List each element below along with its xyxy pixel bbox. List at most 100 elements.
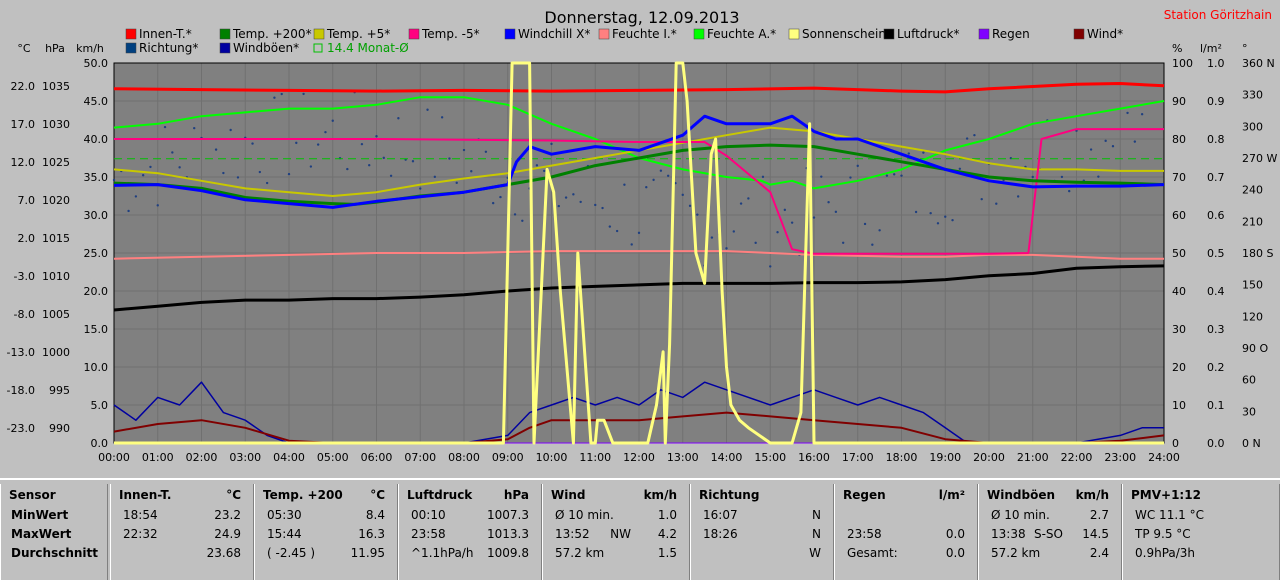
richtung-point: [280, 92, 283, 96]
x-tick-label: 19:00: [929, 451, 961, 464]
x-tick-label: 14:00: [711, 451, 743, 464]
x-tick-label: 10:00: [536, 451, 568, 464]
richtung-point: [178, 166, 181, 169]
richtung-point: [550, 142, 553, 146]
y-tick-label-percent: 100: [1172, 57, 1193, 70]
x-tick-label: 22:00: [1061, 451, 1093, 464]
table-header-title: Wind: [551, 488, 586, 502]
legend-entry: Temp. +5*: [326, 27, 390, 41]
richtung-point: [885, 174, 889, 177]
richtung-point: [951, 218, 954, 222]
axis-label-rain: l/m²: [1200, 42, 1222, 55]
x-tick-label: 23:00: [1104, 451, 1136, 464]
axis-label-percent: %: [1172, 42, 1182, 55]
table-cell: W: [809, 546, 821, 560]
richtung-point: [1016, 195, 1020, 198]
table-header: Regen l/m²: [835, 488, 977, 507]
table-row: 57.2 km 2.4: [979, 546, 1121, 565]
richtung-point: [273, 96, 276, 99]
table-row: 00:10 1007.3: [399, 508, 541, 527]
y-tick-label-kmh: 35.0: [84, 171, 109, 184]
richtung-point: [973, 133, 976, 137]
richtung-point: [564, 196, 568, 199]
y-tick-label-celsius: -13.0: [7, 346, 35, 359]
y-tick-label-direction: 180 S: [1242, 247, 1273, 260]
table-row: MaxWert: [1, 527, 107, 546]
richtung-point: [141, 174, 145, 177]
richtung-point: [849, 176, 852, 179]
table-header-unit: °C: [370, 488, 385, 502]
legend-entry: Windchill X*: [518, 27, 590, 41]
legend-entry: Innen-T.*: [139, 27, 192, 41]
table-header: PMV+1:12: [1123, 488, 1279, 507]
richtung-point: [499, 195, 502, 199]
richtung-point: [601, 206, 604, 210]
richtung-point: [878, 229, 881, 232]
richtung-point: [929, 211, 932, 215]
table-cell: 16.3: [358, 527, 385, 541]
richtung-point: [543, 169, 546, 173]
y-tick-label-hpa: 1005: [42, 308, 70, 321]
legend-swatch: [883, 28, 895, 40]
table-header-unit: l/m²: [938, 488, 965, 502]
legend-swatch: [504, 28, 516, 40]
richtung-point: [1111, 145, 1115, 148]
table-cell: 1009.8: [487, 546, 529, 560]
axis-label-direction: °: [1242, 42, 1248, 55]
y-tick-label-celsius: 12.0: [11, 156, 36, 169]
table-header-title: Innen-T.: [119, 488, 172, 502]
table-row: Gesamt: 0.0: [835, 546, 977, 565]
richtung-point: [630, 243, 633, 246]
y-tick-label-rain: 0.4: [1207, 285, 1225, 298]
richtung-point: [491, 201, 495, 205]
table-cell: 24.9: [214, 527, 241, 541]
y-tick-label-percent: 10: [1172, 399, 1186, 412]
richtung-point: [666, 174, 670, 178]
table-row: ( -2.45 ) 11.95: [255, 546, 397, 565]
y-tick-label-percent: 40: [1172, 285, 1186, 298]
richtung-point: [812, 216, 816, 219]
richtung-point: [375, 135, 378, 138]
y-tick-label-celsius: -3.0: [14, 270, 35, 283]
y-tick-label-rain: 0.0: [1207, 437, 1225, 450]
table-cell: Gesamt:: [847, 546, 898, 560]
richtung-point: [623, 183, 626, 186]
table-cell: N: [812, 527, 821, 541]
richtung-point: [688, 204, 692, 208]
y-tick-label-kmh: 15.0: [84, 323, 109, 336]
richtung-point: [944, 215, 947, 218]
axes: 00:00 01:00 02:00 03:00 04:00 05:00 06:00 07:00…: [7, 42, 1278, 464]
y-tick-label-kmh: 20.0: [84, 285, 109, 298]
x-tick-label: 24:00: [1148, 451, 1180, 464]
table-header-title: Luftdruck: [407, 488, 473, 502]
table-row: 23.68: [111, 546, 253, 565]
table-row: 13:38 S-SO 14.5: [979, 527, 1121, 546]
series-line-feuchte-a-: [113, 96, 1165, 190]
y-tick-label-direction: 330: [1242, 89, 1263, 102]
richtung-point: [324, 130, 327, 134]
y-tick-label-celsius: 17.0: [11, 118, 36, 131]
series-line-temp-200-: [113, 143, 1165, 206]
richtung-point: [229, 128, 232, 132]
richtung-point: [914, 210, 918, 214]
richtung-point: [214, 148, 218, 151]
richtung-point: [783, 208, 787, 212]
y-tick-label-hpa: 1015: [42, 232, 70, 245]
x-tick-label: 02:00: [186, 451, 218, 464]
richtung-point: [222, 171, 225, 175]
richtung-point: [637, 231, 641, 235]
y-tick-label-rain: 0.5: [1207, 247, 1225, 260]
richtung-point: [856, 164, 859, 168]
table-row: Ø 10 min. 1.0: [543, 508, 689, 527]
series-line-luftdruck-: [113, 264, 1165, 312]
table-cell: TP 9.5 °C: [1135, 527, 1191, 541]
x-tick-label: 15:00: [754, 451, 786, 464]
y-tick-label-direction: 150: [1242, 279, 1263, 292]
richtung-point: [557, 204, 560, 208]
legend-swatch: [788, 28, 800, 40]
x-tick-label: 09:00: [492, 451, 524, 464]
richtung-point: [761, 175, 765, 179]
table-header-title: Sensor: [9, 488, 56, 502]
table-cell: 16:07: [703, 508, 738, 522]
table-row: MinWert: [1, 508, 107, 527]
